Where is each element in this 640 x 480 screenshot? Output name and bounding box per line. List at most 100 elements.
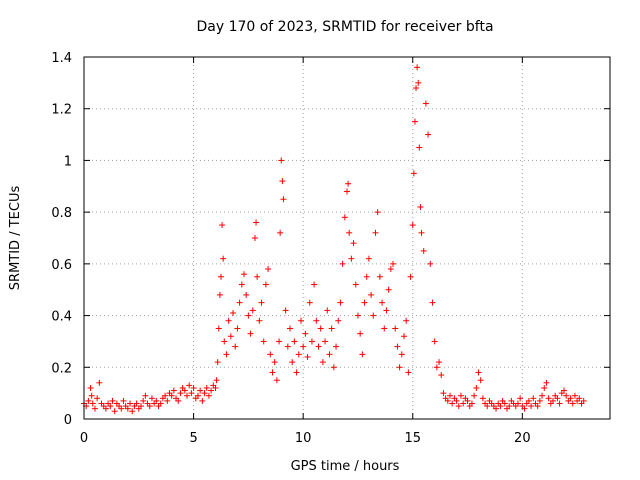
data-point xyxy=(203,384,210,391)
data-point xyxy=(300,343,307,350)
x-tick-label: 15 xyxy=(404,431,421,446)
data-point xyxy=(236,299,243,306)
data-point xyxy=(365,255,372,262)
data-point xyxy=(379,299,386,306)
data-point xyxy=(464,397,471,404)
data-point xyxy=(493,405,500,412)
data-point xyxy=(87,384,94,391)
data-point xyxy=(440,390,447,397)
data-point xyxy=(315,343,322,350)
data-point xyxy=(146,403,153,410)
data-point xyxy=(170,387,177,394)
data-point xyxy=(85,397,92,404)
data-point xyxy=(88,392,95,399)
data-point xyxy=(414,64,421,71)
plot-frame xyxy=(83,56,611,420)
data-point xyxy=(219,222,226,229)
data-point xyxy=(247,330,254,337)
data-point xyxy=(345,180,352,187)
data-point xyxy=(199,397,206,404)
data-point xyxy=(205,392,212,399)
data-point xyxy=(416,144,423,151)
data-point xyxy=(468,400,475,407)
data-point xyxy=(190,384,197,391)
data-point xyxy=(415,79,422,86)
data-point xyxy=(473,384,480,391)
data-point xyxy=(308,338,315,345)
data-point xyxy=(223,351,230,358)
data-point xyxy=(567,395,574,402)
data-point xyxy=(271,359,278,366)
chart-title: Day 170 of 2023, SRMTID for receiver bft… xyxy=(196,19,493,35)
x-tick-labels: 0 5 10 15 20 xyxy=(80,431,531,446)
data-point xyxy=(501,400,508,407)
data-point xyxy=(243,291,250,298)
data-point xyxy=(96,379,103,386)
data-point xyxy=(230,309,237,316)
data-point xyxy=(142,392,149,399)
data-point xyxy=(497,403,504,410)
data-point xyxy=(479,395,486,402)
data-point xyxy=(181,387,188,394)
data-point xyxy=(287,325,294,332)
data-point xyxy=(569,400,576,407)
data-point xyxy=(357,330,364,337)
data-point xyxy=(306,299,313,306)
data-point xyxy=(267,351,274,358)
data-point xyxy=(387,266,394,273)
data-point xyxy=(280,196,287,203)
data-point xyxy=(541,384,548,391)
data-point xyxy=(413,85,420,92)
data-point xyxy=(153,397,160,404)
y-tick-label: 1.2 xyxy=(51,103,72,118)
data-point xyxy=(214,359,221,366)
data-point xyxy=(457,392,464,399)
data-point xyxy=(372,229,379,236)
data-point xyxy=(245,312,252,319)
data-point xyxy=(534,403,541,410)
y-tick-label: 0.8 xyxy=(51,206,72,221)
data-point xyxy=(333,343,340,350)
grid-lines xyxy=(84,57,610,419)
data-point xyxy=(137,403,144,410)
data-point xyxy=(91,405,98,412)
data-point xyxy=(133,400,140,407)
data-point xyxy=(563,392,570,399)
data-point xyxy=(201,390,208,397)
data-point xyxy=(438,372,445,379)
data-point xyxy=(326,351,333,358)
x-tick-label: 5 xyxy=(189,431,197,446)
data-point xyxy=(162,392,169,399)
data-point xyxy=(221,338,228,345)
data-point xyxy=(260,338,267,345)
x-tick-label: 0 xyxy=(80,431,88,446)
data-point xyxy=(254,273,261,280)
data-point xyxy=(403,317,410,324)
data-point xyxy=(427,260,434,267)
data-point xyxy=(390,260,397,267)
data-point xyxy=(258,299,265,306)
data-point xyxy=(560,387,567,394)
data-point xyxy=(417,203,424,210)
data-point xyxy=(556,400,563,407)
data-point xyxy=(407,273,414,280)
data-point xyxy=(392,325,399,332)
data-point xyxy=(539,392,546,399)
data-point xyxy=(157,400,164,407)
x-tick-label: 10 xyxy=(295,431,312,446)
data-point xyxy=(363,273,370,280)
data-point xyxy=(197,387,204,394)
data-point xyxy=(322,338,329,345)
data-point xyxy=(381,325,388,332)
data-point xyxy=(276,338,283,345)
data-point xyxy=(394,343,401,350)
data-point xyxy=(212,384,219,391)
data-point xyxy=(411,118,418,125)
y-tick-label: 0.2 xyxy=(51,361,72,376)
data-point xyxy=(525,397,532,404)
data-point xyxy=(297,317,304,324)
y-axis-label: SRMTID / TECUs xyxy=(8,186,23,291)
data-point xyxy=(431,338,438,345)
data-point xyxy=(383,307,390,314)
x-tick-label: 20 xyxy=(514,431,531,446)
